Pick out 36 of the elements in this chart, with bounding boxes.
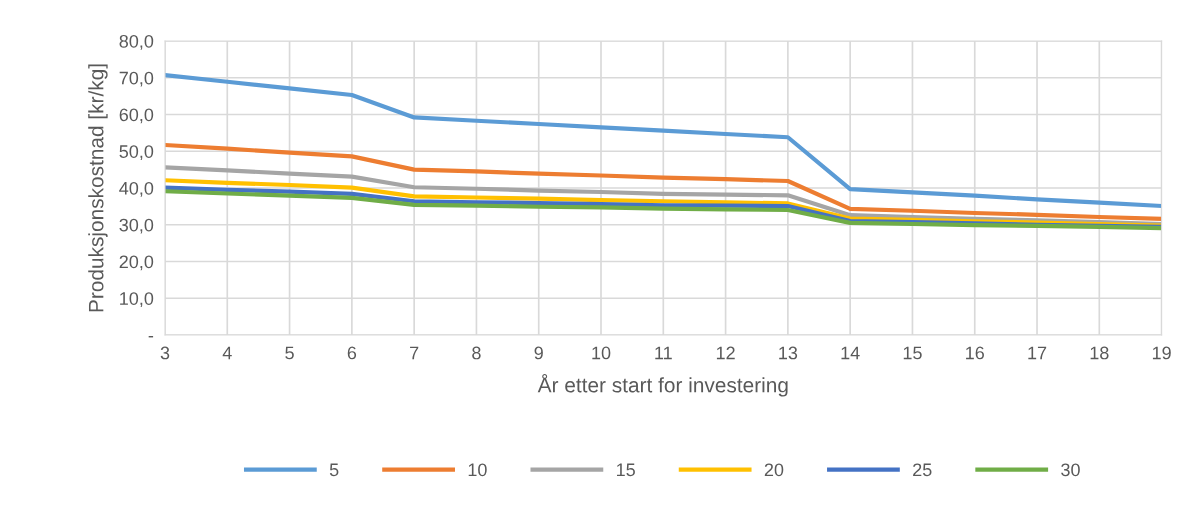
x-tick-label: 16 — [966, 346, 984, 360]
y-tick-label: 30,0 — [119, 218, 154, 234]
x-tick-label: 9 — [534, 346, 543, 360]
line-series — [165, 142, 1162, 221]
y-tick-label: 80,0 — [119, 34, 154, 50]
y-tick-label: 60,0 — [119, 108, 154, 124]
x-tick-label: 12 — [716, 346, 735, 360]
y-tick-label: 50,0 — [119, 145, 154, 161]
y-tick-label: 20,0 — [119, 255, 154, 271]
x-tick-label: 7 — [410, 346, 419, 360]
legend-label: 10 — [468, 463, 487, 477]
x-tick-label: 15 — [903, 346, 922, 360]
x-tick-label: 3 — [160, 346, 170, 360]
y-tick-label: 10,0 — [120, 292, 154, 308]
legend-label: 25 — [913, 463, 932, 477]
legend-label: 5 — [329, 463, 339, 477]
x-tick-label: 13 — [779, 346, 798, 360]
x-tick-label: 18 — [1090, 346, 1109, 360]
x-tick-label: 6 — [347, 346, 357, 360]
x-tick-label: 4 — [222, 346, 232, 360]
x-tick-label: 19 — [1152, 346, 1171, 360]
x-tick-label: 11 — [655, 346, 672, 360]
y-tick-label: 40,0 — [119, 181, 154, 197]
legend-label: 20 — [764, 463, 784, 477]
x-tick-label: 17 — [1028, 346, 1047, 360]
legend-label: 15 — [617, 463, 635, 477]
y-tick-label: 70,0 — [119, 71, 154, 87]
x-tick-label: 5 — [285, 346, 294, 360]
x-tick-label: 14 — [841, 346, 860, 360]
x-tick-label: 8 — [472, 346, 481, 360]
legend-label: 30 — [1061, 463, 1080, 477]
line-series — [165, 73, 1162, 209]
x-tick-label: 10 — [592, 346, 611, 360]
x-axis-title: År etter start for investering — [537, 374, 788, 397]
y-tick-label: - — [148, 336, 154, 338]
y-axis-title: Produksjonskostnad [kr/kg] — [88, 64, 108, 312]
